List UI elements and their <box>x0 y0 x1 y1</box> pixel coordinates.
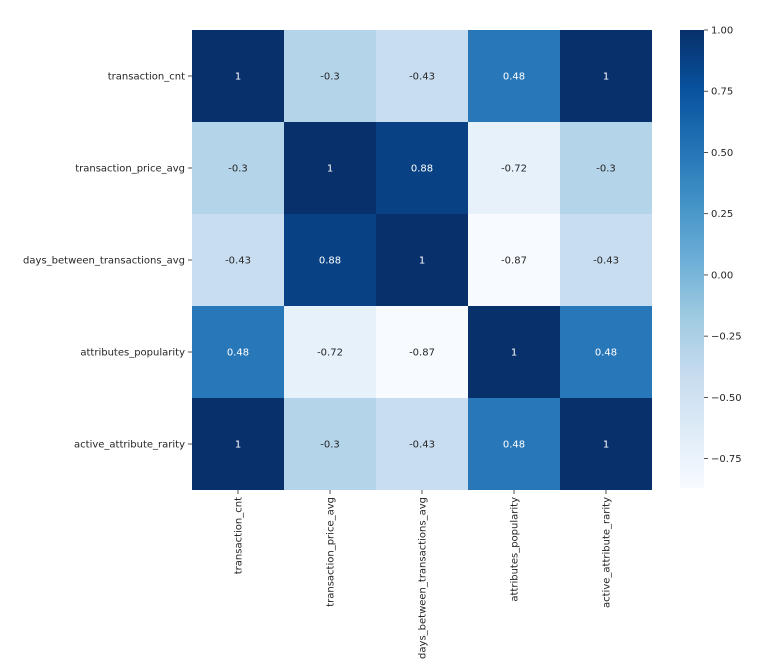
heatmap-cell <box>376 306 468 398</box>
cell-annotation: -0.43 <box>409 440 435 451</box>
heatmap-cell <box>284 398 376 490</box>
colorbar-tick-label: −0.75 <box>711 454 742 465</box>
heatmap-cell <box>284 214 376 306</box>
cell-annotation: 0.48 <box>227 348 249 359</box>
heatmap-cell <box>560 214 652 306</box>
cell-annotation: -0.43 <box>593 256 619 267</box>
cell-annotation: 1 <box>235 440 241 451</box>
colorbar-gradient-bar <box>680 30 704 488</box>
x-tick-label: attributes_popularity <box>510 497 521 602</box>
colorbar-tick-label: 0.25 <box>711 209 733 220</box>
y-tick-label: transaction_cnt <box>108 72 185 83</box>
cell-annotation: 1 <box>235 72 241 83</box>
x-tick-label: active_attribute_rarity <box>602 497 613 608</box>
colorbar-tick-label: −0.50 <box>711 393 742 404</box>
y-tick-label: active_attribute_rarity <box>74 440 185 451</box>
colorbar-tick-label: 1.00 <box>711 26 733 37</box>
cell-annotation: 0.88 <box>319 256 341 267</box>
heatmap-cell <box>284 306 376 398</box>
colorbar-tick-label: 0.00 <box>711 270 733 281</box>
heatmap-cell <box>192 122 284 214</box>
cell-annotation: -0.87 <box>501 256 527 267</box>
cell-annotation: -0.3 <box>320 72 340 83</box>
x-tick-labels: transaction_cnt transaction_price_avg days… <box>234 490 613 659</box>
cell-annotation: 1 <box>419 256 425 267</box>
cell-annotation: 0.88 <box>411 164 433 175</box>
heatmap-cell <box>468 398 560 490</box>
cell-annotation: 0.48 <box>595 348 617 359</box>
cell-annotation: 1 <box>327 164 333 175</box>
heatmap-cell <box>468 30 560 122</box>
colorbar-tick-label: 0.75 <box>711 87 733 98</box>
cell-annotation: 1 <box>511 348 517 359</box>
cell-annotation: -0.3 <box>320 440 340 451</box>
cell-annotation: 0.48 <box>503 440 525 451</box>
heatmap-cell <box>560 306 652 398</box>
cell-annotation: -0.3 <box>228 164 248 175</box>
cell-annotation: -0.87 <box>409 348 435 359</box>
heatmap-cell <box>468 306 560 398</box>
cell-annotation: -0.3 <box>596 164 616 175</box>
cell-annotation: -0.43 <box>225 256 251 267</box>
y-tick-label: days_between_transactions_avg <box>23 256 185 267</box>
x-tick-label: transaction_cnt <box>234 497 245 574</box>
heatmap-cell <box>192 214 284 306</box>
heatmap-cells <box>192 30 652 490</box>
cell-annotations: 1 -0.3 -0.43 0.48 1 -0.3 1 0.88 -0.72 -0.3 -0.43 0.… <box>225 72 619 451</box>
heatmap-cell <box>560 30 652 122</box>
heatmap-cell <box>192 398 284 490</box>
x-tick-label: days_between_transactions_avg <box>418 497 429 659</box>
heatmap-cell <box>560 122 652 214</box>
cell-annotation: 1 <box>603 440 609 451</box>
heatmap-cell <box>192 306 284 398</box>
cell-annotation: -0.72 <box>317 348 343 359</box>
heatmap-cell <box>468 122 560 214</box>
cell-annotation: 0.48 <box>503 72 525 83</box>
heatmap-cell <box>284 30 376 122</box>
colorbar: 1.00 0.75 0.50 0.25 0.00 −0.25 −0.50 −0.75 <box>680 26 742 488</box>
cell-annotation: 1 <box>603 72 609 83</box>
x-tick-label: transaction_price_avg <box>326 497 337 607</box>
y-tick-labels: transaction_cnt transaction_price_avgdays… <box>23 72 192 451</box>
cell-annotation: -0.43 <box>409 72 435 83</box>
heatmap-cell <box>376 398 468 490</box>
heatmap-cell <box>284 122 376 214</box>
colorbar-tick-label: −0.25 <box>711 332 742 343</box>
heatmap-cell <box>468 214 560 306</box>
y-tick-label: transaction_price_avg <box>75 164 185 175</box>
colorbar-tick-label: 0.50 <box>711 148 733 159</box>
heatmap-cell <box>376 30 468 122</box>
y-tick-label: attributes_popularity <box>80 348 185 359</box>
heatmap-cell <box>560 398 652 490</box>
heatmap-cell <box>192 30 284 122</box>
cell-annotation: -0.72 <box>501 164 527 175</box>
heatmap-cell <box>376 122 468 214</box>
heatmap-cell <box>376 214 468 306</box>
